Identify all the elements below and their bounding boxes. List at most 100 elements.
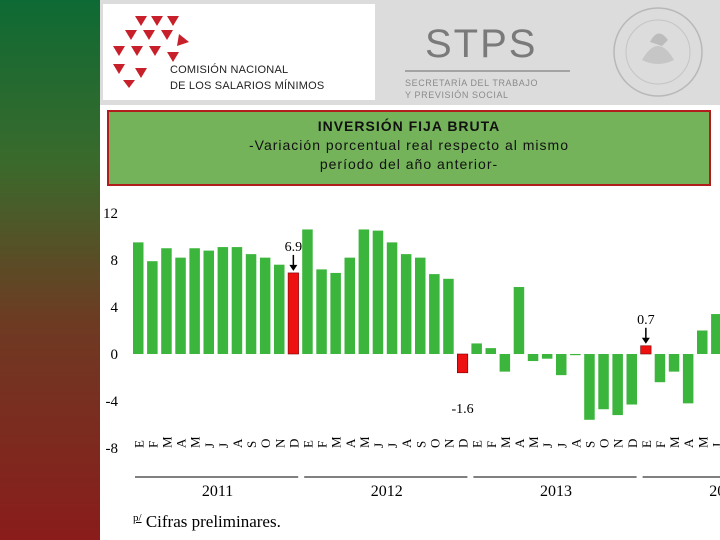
stps-subtitle-line1: SECRETARÍA DEL TRABAJO xyxy=(405,78,539,88)
month-label: M xyxy=(159,436,174,448)
month-label: M xyxy=(526,436,541,448)
bar xyxy=(302,229,313,354)
chart-subtitle-line2: período del año anterior- xyxy=(319,156,499,172)
footnote-marker: p/ xyxy=(133,512,142,524)
month-label: A xyxy=(174,438,189,448)
footnote: p/ Cifras preliminares. xyxy=(133,512,281,532)
month-label: N xyxy=(441,438,456,448)
data-label: 0.7 xyxy=(637,313,655,328)
bar xyxy=(203,250,214,354)
month-label: D xyxy=(286,439,301,448)
month-label: E xyxy=(300,440,315,448)
bar xyxy=(175,257,186,354)
cnsm-logo-icon xyxy=(113,16,189,88)
month-label: M xyxy=(498,436,513,448)
month-label: M xyxy=(695,436,710,448)
bar xyxy=(274,264,285,354)
bar xyxy=(697,330,708,354)
bar xyxy=(626,354,637,405)
bar xyxy=(259,257,271,354)
bar xyxy=(456,353,469,374)
month-label: J xyxy=(371,443,386,448)
month-label: J xyxy=(709,443,720,448)
bar xyxy=(189,248,200,354)
bar xyxy=(133,242,144,354)
bar xyxy=(668,354,680,372)
cnsm-logo-area xyxy=(103,4,375,100)
month-label: M xyxy=(667,436,682,448)
bar xyxy=(330,272,341,354)
month-label: A xyxy=(399,438,414,448)
bar xyxy=(711,314,720,354)
chart-subtitle-line1: -Variación porcentual real respecto al m… xyxy=(249,137,569,153)
footnote-text: Cifras preliminares. xyxy=(145,512,281,531)
bar xyxy=(499,354,511,372)
bar xyxy=(598,354,609,410)
bar xyxy=(654,354,666,383)
bar xyxy=(612,354,623,416)
data-label: -1.6 xyxy=(451,402,473,417)
bar xyxy=(344,257,355,354)
bar xyxy=(147,261,158,354)
y-axis-ticks: 12 8 4 0 -4 -8 xyxy=(103,206,119,457)
year-label: 2012 xyxy=(371,483,403,500)
org-name-line2: DE LOS SALARIOS MÍNIMOS xyxy=(170,80,325,92)
bar xyxy=(429,274,440,354)
bar xyxy=(287,272,299,355)
month-label: A xyxy=(568,438,583,448)
national-seal-icon xyxy=(613,7,703,97)
month-label: A xyxy=(230,438,245,448)
org-name-line1: COMISIÓN NACIONAL xyxy=(170,64,289,76)
y-tick-label: -4 xyxy=(106,394,119,410)
y-tick-label: 0 xyxy=(111,347,119,363)
month-label: D xyxy=(456,439,471,448)
month-label: E xyxy=(639,440,654,448)
year-label: 2014 xyxy=(709,483,720,500)
month-label: F xyxy=(145,441,160,448)
month-label: J xyxy=(216,443,231,448)
bar xyxy=(245,254,257,354)
month-label: M xyxy=(357,436,372,448)
bar xyxy=(161,248,172,354)
bar xyxy=(556,354,567,376)
year-label: 2013 xyxy=(540,483,572,500)
annotation-arrowhead xyxy=(641,337,650,344)
month-label: A xyxy=(512,438,527,448)
bar xyxy=(541,354,553,359)
month-label: O xyxy=(597,439,612,448)
month-label: M xyxy=(188,436,203,448)
bar xyxy=(372,230,384,354)
bar xyxy=(485,348,496,354)
month-label: S xyxy=(582,441,597,448)
bar xyxy=(217,247,229,354)
month-label: A xyxy=(681,438,696,448)
bar xyxy=(400,254,412,354)
chart-title-box: INVERSIÓN FIJA BRUTA -Variación porcentu… xyxy=(107,110,711,186)
month-label: E xyxy=(131,440,146,448)
month-label: O xyxy=(258,439,273,448)
month-label: S xyxy=(244,441,259,448)
bar xyxy=(231,247,243,354)
y-tick-label: 8 xyxy=(111,253,119,269)
year-label: 2011 xyxy=(202,483,233,500)
bar xyxy=(682,354,694,404)
bar xyxy=(570,354,581,356)
month-label: A xyxy=(343,438,358,448)
month-label: D xyxy=(625,439,640,448)
y-tick-label: -8 xyxy=(106,441,119,457)
bar xyxy=(584,354,595,420)
month-label: F xyxy=(653,441,668,448)
year-labels: 2011 2012 2013 2014 xyxy=(135,476,720,500)
month-label: J xyxy=(202,443,217,448)
month-label: S xyxy=(413,441,428,448)
bar xyxy=(443,278,454,354)
y-tick-label: 12 xyxy=(103,206,118,222)
annotation-arrowhead xyxy=(289,264,298,271)
month-label: J xyxy=(540,443,555,448)
bar-series xyxy=(133,229,720,420)
month-label: J xyxy=(554,443,569,448)
bar xyxy=(316,269,327,354)
bar xyxy=(386,242,398,354)
